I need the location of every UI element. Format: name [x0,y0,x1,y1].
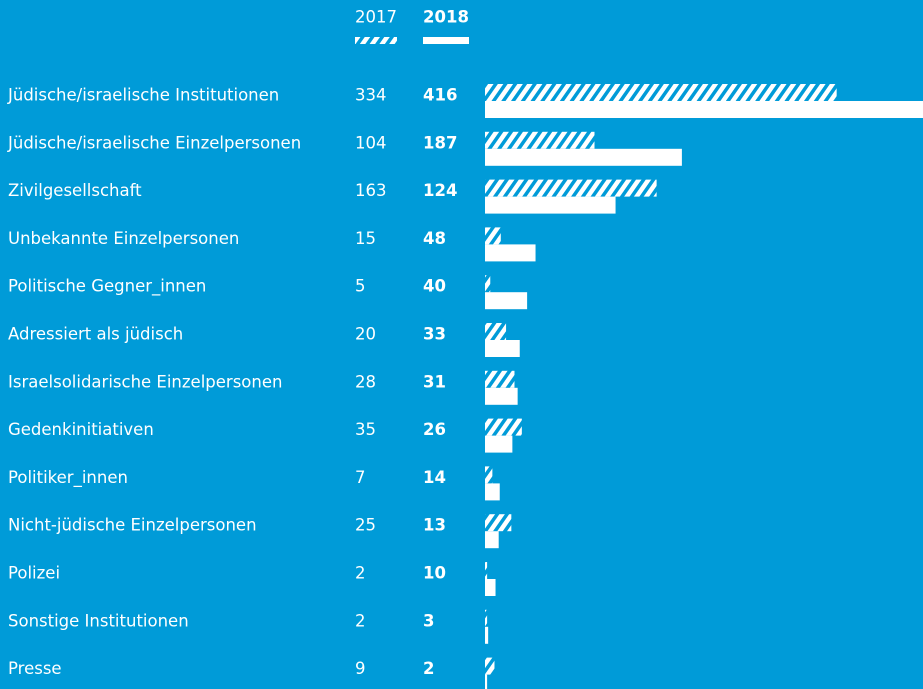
value-label: 2 [355,611,366,630]
category-label: Adressiert als jüdisch [8,325,183,344]
category-label: Jüdische/israelische Einzelpersonen [7,133,301,152]
legend-label: 2017 [355,8,397,27]
value-label: 334 [355,86,387,105]
bar [485,418,522,436]
value-label: 7 [355,468,366,487]
value-label: 48 [423,229,446,248]
value-label: 3 [423,611,434,630]
category-label: Presse [8,659,62,678]
category-label: Jüdische/israelische Institutionen [7,86,279,105]
value-label: 40 [423,277,446,296]
bar [485,626,489,644]
category-label: Sonstige Institutionen [8,611,189,630]
bar [485,674,488,689]
value-label: 25 [355,516,376,535]
bar [485,148,682,166]
value-label: 104 [355,133,387,152]
bar [485,323,507,340]
value-label: 31 [423,372,446,391]
value-label: 163 [355,181,387,200]
value-label: 2 [355,564,366,583]
value-label: 28 [355,372,376,391]
category-label: Polizei [8,564,60,583]
category-label: Politische Gegner_innen [8,277,206,297]
value-label: 2 [423,659,434,678]
category-label: Zivilgesellschaft [8,181,142,200]
legend-swatch [355,37,397,44]
category-label: Israelsolidarische Einzelpersonen [8,372,282,391]
value-label: 187 [423,133,457,152]
bar [485,244,536,262]
value-label: 13 [423,516,446,535]
bar [485,196,616,214]
value-label: 33 [423,325,446,344]
legend-label: 2018 [423,8,469,27]
value-label: 35 [355,420,376,439]
value-label: 26 [423,420,446,439]
bar [485,609,488,627]
value-label: 15 [355,229,376,248]
category-label: Gedenkinitiativen [8,420,154,439]
legend-swatch [423,37,469,44]
bar [485,340,520,357]
bar [485,657,495,675]
bar [485,483,500,501]
value-label: 10 [423,564,446,583]
value-label: 124 [423,181,457,200]
bar [485,370,515,388]
bar [485,227,501,245]
bar [485,275,491,293]
value-label: 416 [423,86,457,105]
bar [485,579,496,596]
bar [485,101,923,118]
bar [485,435,513,453]
bar [485,562,488,579]
bar [485,131,595,149]
bar [485,179,657,197]
bar [485,514,512,532]
bar [485,292,528,310]
value-label: 9 [355,659,366,678]
category-label: Nicht-jüdische Einzelpersonen [8,516,257,535]
value-label: 14 [423,468,446,487]
value-label: 5 [355,277,366,296]
bar [485,387,518,405]
category-label: Unbekannte Einzelpersonen [8,229,239,248]
category-label: Politiker_innen [8,468,128,488]
bar [485,84,837,101]
value-label: 20 [355,325,376,344]
bar [485,466,493,484]
bar [485,531,499,549]
